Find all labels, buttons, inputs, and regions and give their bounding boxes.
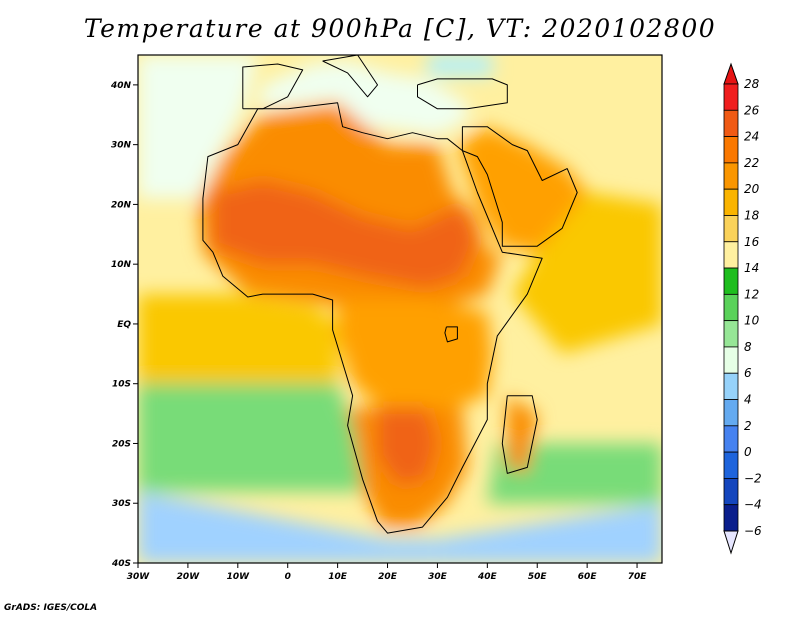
lat-tick-label: 20S bbox=[112, 439, 131, 449]
colorbar-level-label: 16 bbox=[744, 235, 760, 249]
colorbar-segment bbox=[723, 478, 739, 506]
fill-south-atlantic-green bbox=[138, 383, 363, 492]
boundary-africa-outline bbox=[202, 102, 543, 534]
fill-central-africa bbox=[337, 300, 493, 414]
lat-tick-label: 30S bbox=[112, 499, 131, 509]
colorbar-segment bbox=[723, 215, 739, 243]
colorbar-level-label: 28 bbox=[744, 77, 760, 91]
colorbar-top-cap bbox=[723, 62, 739, 85]
colorbar-segment bbox=[723, 136, 739, 164]
axis-ticks: 30W 20W 10W 0 10E 20E 30E 40E 50E 60E 70E 40N 30N 20N… bbox=[110, 81, 647, 582]
lon-tick-label: 30W bbox=[127, 572, 151, 582]
lon-tick-label: 10W bbox=[227, 572, 251, 582]
fill-south-atlantic-blue bbox=[138, 491, 438, 563]
lon-tick-label: 20E bbox=[378, 572, 398, 582]
lon-tick-label: 70E bbox=[628, 572, 648, 582]
plot-frame bbox=[137, 54, 663, 564]
boundary-turkey-outline bbox=[417, 78, 508, 110]
boundary-italy-outline bbox=[322, 55, 378, 98]
colorbar-segment bbox=[723, 451, 739, 479]
boundary-iberia-outline bbox=[242, 63, 304, 110]
colorbar-level-label: 14 bbox=[744, 261, 759, 275]
colorbar-segment bbox=[723, 346, 739, 374]
colorbar-level-label: 12 bbox=[744, 287, 759, 301]
lon-tick-label: 10E bbox=[328, 572, 348, 582]
colorbar-segment bbox=[723, 188, 739, 216]
lon-tick-label: 50E bbox=[528, 572, 548, 582]
colorbar-level-label: 26 bbox=[744, 103, 760, 117]
map-title: Temperature at 900hPa [C], VT: 202010280… bbox=[83, 14, 717, 43]
colorbar-segment bbox=[723, 320, 739, 348]
colorbar-level-label: 2 bbox=[744, 419, 752, 433]
colorbar-segment bbox=[723, 162, 739, 190]
temperature-fill bbox=[138, 55, 662, 563]
colorbar-level-label: 22 bbox=[744, 156, 759, 170]
colorbar-segment bbox=[723, 241, 739, 269]
lon-tick-label: 40E bbox=[477, 572, 498, 582]
boundary-arabia-outline bbox=[461, 126, 578, 247]
colorbar-level-label: −6 bbox=[744, 524, 762, 538]
fill-arabia bbox=[457, 126, 588, 253]
lon-tick-label: 20W bbox=[177, 572, 201, 582]
lat-tick-label: EQ bbox=[117, 320, 131, 330]
lon-tick-label: 0 bbox=[285, 572, 291, 582]
fill-southern-indian-blue bbox=[437, 503, 662, 563]
fill-kalahari-core bbox=[377, 407, 438, 486]
lon-tick-label: 60E bbox=[578, 572, 598, 582]
colorbar-level-label: 8 bbox=[744, 340, 752, 354]
colorbar-segment bbox=[723, 293, 739, 322]
fill-sahel-hot-core bbox=[212, 180, 478, 289]
fill-north-atlantic bbox=[138, 55, 258, 199]
boundary-madagascar-outline bbox=[501, 395, 538, 474]
boundary-lake-victoria bbox=[444, 326, 458, 343]
lat-tick-label: 40S bbox=[111, 559, 131, 569]
lat-tick-label: 30N bbox=[111, 141, 132, 151]
lat-tick-label: 40N bbox=[110, 81, 132, 91]
lat-tick-label: 20N bbox=[111, 200, 132, 210]
colorbar-segment bbox=[723, 425, 739, 453]
colorbar-level-label: 20 bbox=[744, 182, 760, 196]
colorbar-segment bbox=[723, 399, 739, 427]
fill-indian-ocean-green bbox=[487, 443, 662, 504]
colorbar-bottom-cap bbox=[723, 530, 739, 555]
lat-tick-label: 10N bbox=[111, 260, 132, 270]
colorbar-level-label: 4 bbox=[744, 393, 752, 407]
fill-black-sea bbox=[427, 55, 493, 76]
colorbar-segment bbox=[723, 109, 739, 137]
colorbar-level-label: −2 bbox=[744, 471, 762, 485]
colorbar-segment bbox=[723, 504, 739, 532]
colorbar-level-label: 0 bbox=[744, 445, 752, 459]
colorbar-level-label: 6 bbox=[744, 366, 752, 380]
fill-mediterranean bbox=[257, 61, 468, 136]
lat-tick-label: 10S bbox=[112, 380, 131, 390]
lon-tick-label: 30E bbox=[428, 572, 448, 582]
colorbar-segment bbox=[723, 267, 739, 295]
coastlines bbox=[202, 55, 578, 534]
colorbar-level-label: −4 bbox=[744, 498, 762, 512]
colorbar-segment bbox=[723, 372, 739, 400]
colorbar-segment bbox=[723, 83, 739, 111]
grads-credit: GrADS: IGES/COLA bbox=[4, 603, 98, 613]
colorbar-level-label: 24 bbox=[744, 130, 759, 144]
colorbar-level-label: 10 bbox=[744, 314, 760, 328]
colorbar-level-label: 18 bbox=[744, 208, 760, 222]
fill-gulf-of-guinea bbox=[138, 294, 338, 396]
fill-arabian-sea bbox=[512, 192, 662, 354]
